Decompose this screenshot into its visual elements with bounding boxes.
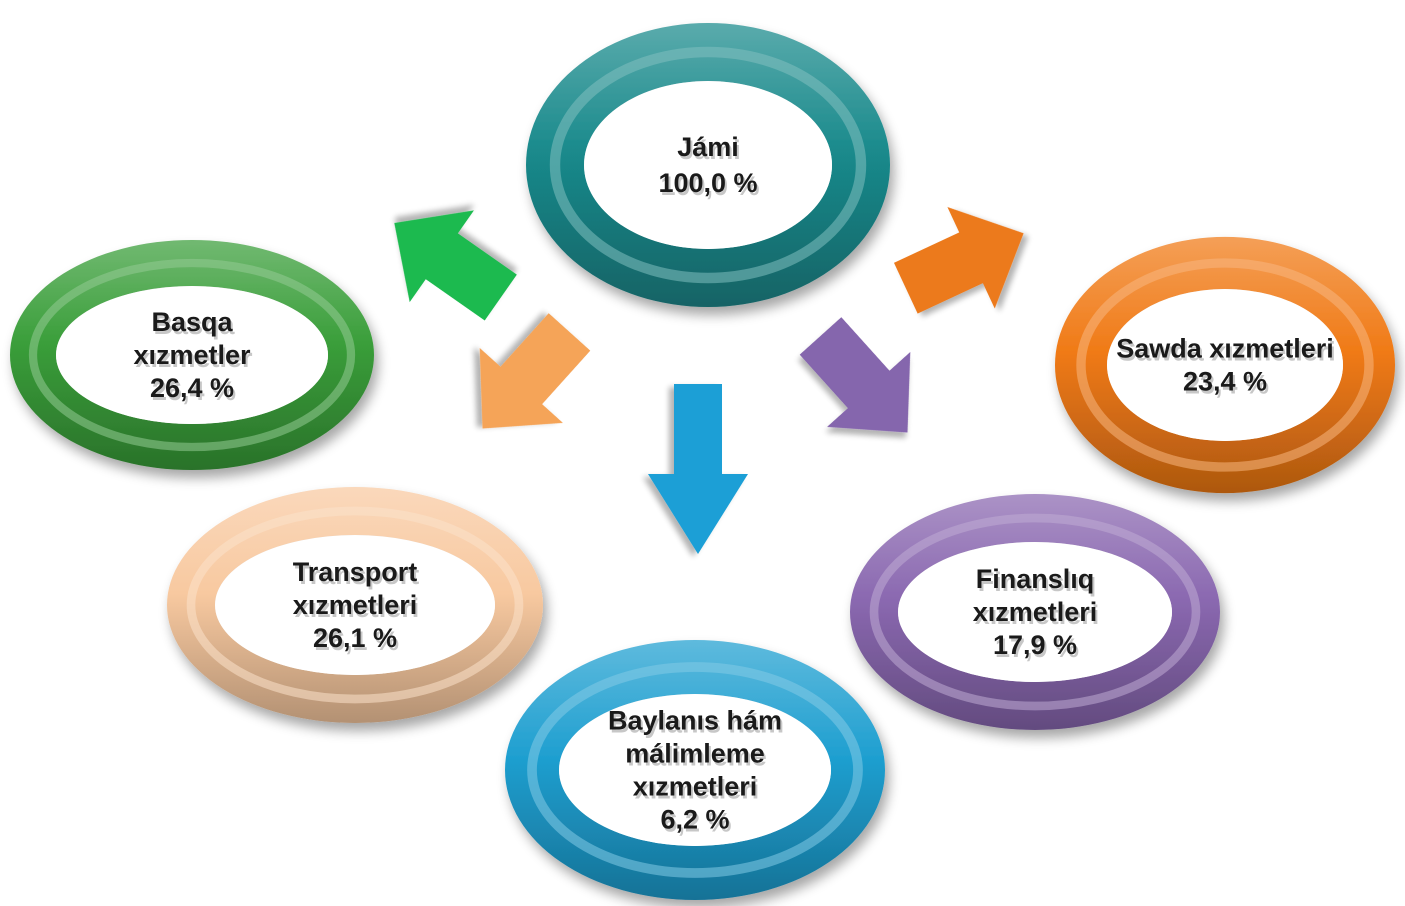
ring-other-shape: [9, 239, 374, 471]
ring-financial: FinanslıqFinanslıqxızmetlerixızmetleri17…: [850, 494, 1220, 730]
ring-communication-label-line: 6,2 %: [660, 805, 729, 835]
ring-total-label-line: Jámi: [677, 132, 739, 162]
ring-other-highlight: [28, 258, 356, 452]
ring-trade-label-line: Sawda xızmetleri: [1116, 334, 1334, 364]
ring-communication-label-line: málimleme: [625, 739, 765, 769]
ring-trade-label-shadow: 23,4 %: [1185, 370, 1269, 400]
ring-other-label-line: Basqa: [151, 307, 233, 337]
arrow-to-communication: [648, 384, 748, 554]
ring-communication-highlight: [527, 662, 863, 878]
ring-other-label-shadow: xızmetler: [135, 343, 253, 373]
ring-other-label-shadow: Basqa: [153, 310, 235, 340]
ring-other-label-line: xızmetler: [133, 340, 251, 370]
ring-financial-label-shadow: Finanslıq: [978, 567, 1097, 597]
ring-communication-label-shadow: Baylanıs hám: [610, 709, 784, 739]
ring-transport-label-line: xızmetleri: [293, 590, 418, 620]
ring-financial-label-shadow: xızmetleri: [975, 600, 1100, 630]
ring-total-label-shadow: 100,0 %: [660, 171, 759, 201]
ring-total-label-line: 100,0 %: [658, 168, 757, 198]
ring-financial-label-line: xızmetleri: [973, 597, 1098, 627]
ring-financial-label-shadow: 17,9 %: [995, 633, 1079, 663]
ring-financial-center: [898, 542, 1172, 682]
ring-financial-highlight: [869, 513, 1201, 711]
ring-transport: TransportTransportxızmetlerixızmetleri26…: [167, 487, 543, 723]
ring-total-center: [584, 81, 832, 249]
ring-transport-label-line: Transport: [293, 557, 418, 587]
ring-transport-label-shadow: 26,1 %: [315, 626, 399, 656]
ring-transport-shape: [167, 487, 543, 723]
arrow-to-other: [394, 210, 517, 321]
arrow-to-transport: [479, 313, 591, 429]
arrow-to-financial: [799, 317, 911, 433]
ring-communication-label-line: Baylanıs hám: [608, 706, 782, 736]
ring-transport-highlight: [186, 506, 524, 704]
ring-trade-highlight: [1076, 258, 1374, 472]
ring-financial-shape: [850, 494, 1220, 730]
ring-total-highlight: [549, 46, 867, 284]
ring-trade-shape: [1055, 236, 1395, 494]
ring-communication-label-shadow: 6,2 %: [662, 808, 731, 838]
ring-communication-label-shadow: xızmetleri: [635, 775, 760, 805]
ring-transport-label-shadow: Transport: [295, 560, 420, 590]
ring-other-center: [56, 286, 328, 424]
ring-communication-center: [559, 694, 831, 846]
arrow-to-trade: [893, 207, 1024, 314]
ring-financial-label-line: Finanslıq: [976, 564, 1095, 594]
ring-transport-label-line: 26,1 %: [313, 623, 397, 653]
ring-communication-shape: [505, 640, 885, 900]
ring-trade-label-line: 23,4 %: [1183, 367, 1267, 397]
ring-communication-label-shadow: málimleme: [627, 742, 767, 772]
ring-total-shape: [526, 23, 890, 307]
ring-trade-center: [1107, 289, 1343, 441]
ring-other-label-shadow: 26,4 %: [152, 376, 236, 406]
ring-total-label-shadow: Jámi: [679, 135, 741, 165]
ring-other-label-line: 26,4 %: [150, 373, 234, 403]
ring-financial-label-line: 17,9 %: [993, 630, 1077, 660]
ring-transport-center: [215, 535, 495, 675]
ring-transport-label-shadow: xızmetleri: [295, 593, 420, 623]
ring-trade-label-shadow: Sawda xızmetleri: [1118, 337, 1336, 367]
ring-communication-label-line: xızmetleri: [633, 772, 758, 802]
